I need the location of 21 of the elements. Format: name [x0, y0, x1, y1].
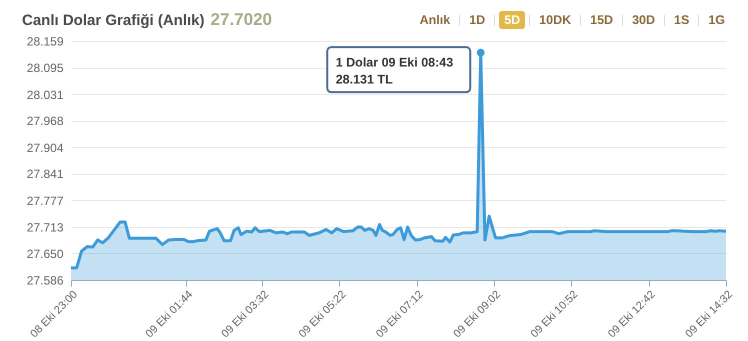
y-tick-label: 28.031 [26, 88, 64, 102]
annotation: 1 Dolar 09 Eki 08:43 28.131 TL [336, 56, 454, 87]
text: 30D [631, 12, 656, 29]
text: 10DK [538, 12, 572, 29]
y-tick-label: 27.968 [26, 114, 64, 128]
text: 5D [499, 11, 526, 29]
y-tick-label: 27.777 [26, 194, 64, 208]
chart-subtitle: 27.7020 [210, 10, 272, 30]
y-tick-label: 28.159 [26, 34, 64, 48]
y-tick-label: 27.713 [26, 220, 64, 235]
text: 1G [707, 12, 726, 29]
y-tick-label: 27.650 [26, 246, 64, 261]
y-tick-label: 27.841 [26, 167, 64, 182]
text: Anlık [418, 12, 452, 29]
y-tick-label: 27.904 [26, 140, 64, 155]
text: 15D [589, 12, 614, 29]
chart-title: Canlı Dolar Grafiği (Anlık) [22, 12, 205, 28]
y-tick-label: 28.095 [26, 61, 64, 76]
y-tick-label: 27.586 [26, 274, 64, 288]
text: 1D [468, 12, 486, 29]
text: 1S [673, 12, 690, 29]
